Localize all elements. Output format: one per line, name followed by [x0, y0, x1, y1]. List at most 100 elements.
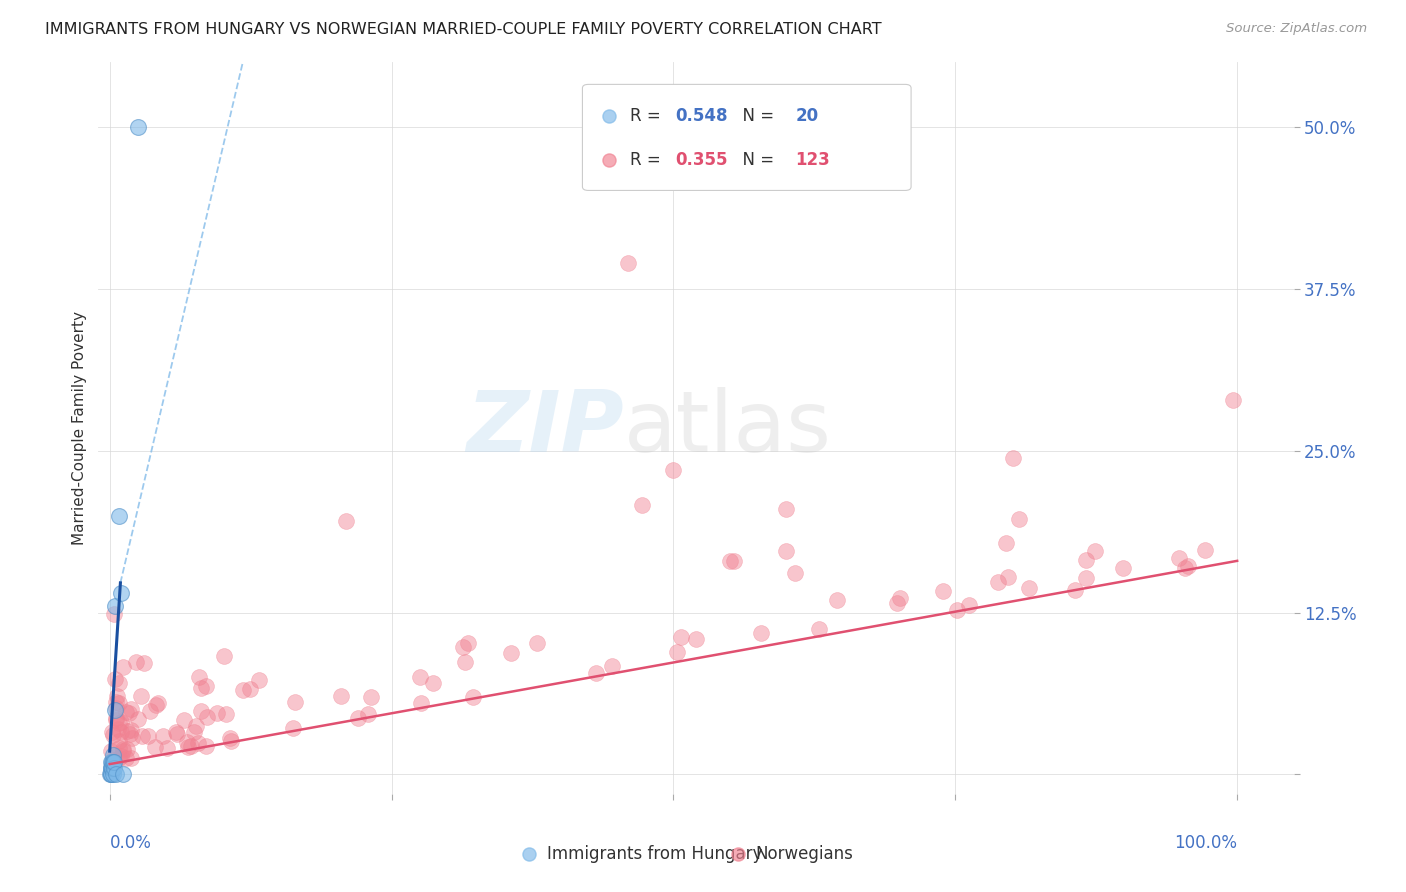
Point: [1174, 561, 1197, 575]
Y-axis label: Married-Couple Family Poverty: Married-Couple Family Poverty: [72, 311, 87, 545]
Point: [115, 723, 138, 738]
Text: Source: ZipAtlas.com: Source: ZipAtlas.com: [1226, 22, 1367, 36]
Point: [631, 498, 654, 512]
Point: [108, 676, 131, 690]
Point: [120, 723, 142, 738]
Point: [886, 596, 908, 610]
Point: [152, 729, 174, 743]
Point: [105, 767, 128, 781]
Text: 100.0%: 100.0%: [1174, 834, 1237, 852]
Point: [121, 702, 143, 716]
Point: [156, 741, 179, 756]
Point: [112, 767, 135, 781]
Point: [132, 656, 155, 670]
Text: IMMIGRANTS FROM HUNGARY VS NORWEGIAN MARRIED-COUPLE FAMILY POVERTY CORRELATION C: IMMIGRANTS FROM HUNGARY VS NORWEGIAN MAR…: [45, 22, 882, 37]
Point: [165, 725, 187, 739]
Point: [932, 584, 955, 599]
Point: [127, 120, 149, 135]
Point: [180, 739, 202, 754]
Point: [775, 502, 797, 516]
Point: [807, 622, 830, 636]
Point: [100, 755, 122, 769]
Point: [108, 751, 131, 765]
Point: [505, 873, 527, 888]
Point: [131, 729, 153, 743]
Point: [173, 713, 195, 727]
Point: [1111, 561, 1133, 575]
Point: [1194, 542, 1216, 557]
Point: [145, 698, 167, 713]
Point: [103, 761, 125, 775]
Text: R =: R =: [630, 107, 666, 125]
Point: [219, 731, 242, 745]
Point: [145, 740, 167, 755]
Point: [104, 599, 127, 614]
Point: [100, 761, 122, 775]
Point: [108, 715, 131, 730]
Text: 20: 20: [796, 107, 818, 125]
Point: [360, 690, 382, 704]
Point: [1084, 544, 1107, 558]
Point: [183, 724, 205, 739]
Point: [125, 655, 148, 669]
Point: [1074, 571, 1097, 585]
Point: [103, 755, 125, 769]
Point: [463, 690, 485, 705]
Point: [101, 747, 124, 762]
Point: [409, 670, 432, 684]
Point: [987, 574, 1010, 589]
Point: [195, 709, 218, 723]
Point: [110, 586, 132, 600]
Point: [129, 689, 152, 703]
Point: [187, 736, 209, 750]
Point: [107, 508, 129, 523]
Point: [100, 725, 122, 739]
Point: [101, 767, 124, 781]
Point: [232, 682, 254, 697]
Point: [138, 704, 160, 718]
Point: [108, 696, 131, 710]
Point: [723, 554, 745, 568]
Point: [409, 696, 432, 710]
Point: [718, 554, 741, 568]
Point: [115, 741, 138, 756]
Point: [957, 599, 980, 613]
Point: [997, 570, 1019, 584]
Point: [1064, 582, 1087, 597]
Point: [108, 734, 131, 748]
Point: [114, 705, 136, 719]
FancyBboxPatch shape: [582, 85, 911, 191]
Point: [1008, 511, 1031, 525]
Point: [1168, 551, 1191, 566]
Point: [136, 730, 159, 744]
Point: [101, 761, 124, 775]
Point: [526, 636, 548, 650]
Text: N =: N =: [733, 107, 779, 125]
Point: [105, 695, 128, 709]
Point: [100, 743, 122, 757]
Point: [104, 701, 127, 715]
Point: [121, 731, 143, 746]
Point: [205, 706, 228, 720]
Point: [105, 713, 128, 727]
Point: [453, 655, 475, 669]
Point: [600, 659, 623, 673]
Point: [889, 591, 911, 605]
Point: [101, 728, 124, 742]
Point: [662, 463, 685, 477]
Point: [214, 649, 236, 664]
Point: [825, 592, 848, 607]
Text: 123: 123: [796, 151, 830, 169]
Point: [665, 645, 688, 659]
Point: [1002, 451, 1025, 466]
Point: [111, 659, 134, 673]
Point: [1222, 393, 1244, 408]
Point: [118, 727, 141, 741]
Point: [148, 696, 170, 710]
Point: [111, 742, 134, 756]
Point: [101, 755, 124, 769]
Point: [107, 723, 129, 737]
Point: [284, 695, 307, 709]
Point: [499, 646, 522, 660]
Point: [422, 675, 444, 690]
